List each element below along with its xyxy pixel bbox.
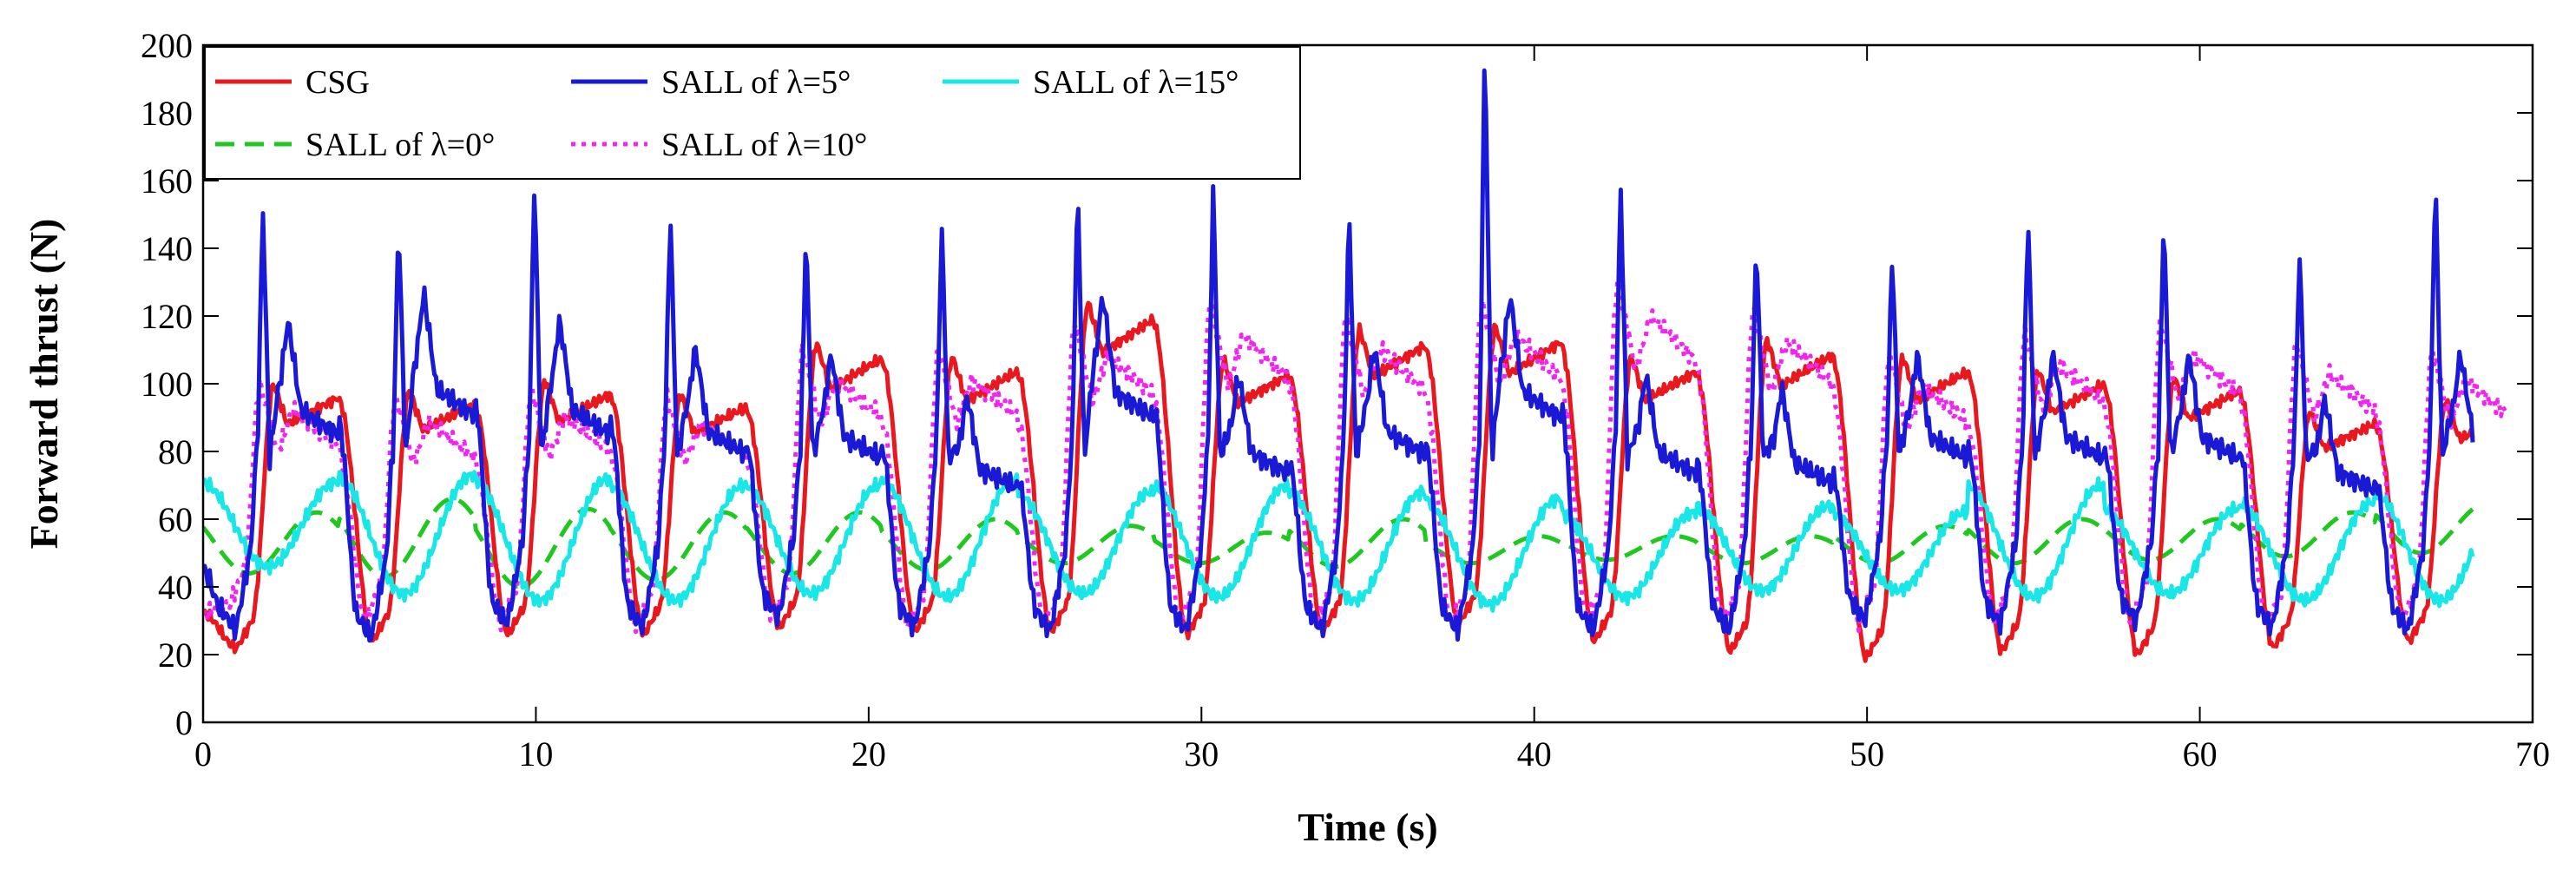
- legend-label-sall-0: SALL of λ=0°: [306, 127, 495, 163]
- legend-box: [204, 46, 1301, 180]
- x-axis-title: Time (s): [1298, 805, 1437, 849]
- x-tick-label: 60: [2183, 734, 2218, 774]
- legend-label-sall-5: SALL of λ=5°: [661, 64, 851, 101]
- y-tick-label: 160: [141, 161, 193, 201]
- y-tick-label: 20: [158, 636, 193, 675]
- y-tick-label: 120: [141, 297, 193, 336]
- y-tick-label: 180: [141, 94, 193, 133]
- y-axis-title: Forward thrust (N): [22, 219, 66, 550]
- x-tick-label: 30: [1184, 734, 1219, 774]
- series-line-sall-15: [203, 470, 2475, 613]
- series-line-sall-5: [203, 68, 2475, 643]
- y-tick-label: 60: [158, 500, 193, 539]
- legend-label-csg: CSG: [306, 64, 370, 101]
- x-tick-label: 50: [1850, 734, 1884, 774]
- x-tick-label: 0: [194, 734, 212, 774]
- x-tick-label: 20: [851, 734, 886, 774]
- y-tick-label: 200: [141, 26, 193, 65]
- legend-label-sall-15: SALL of λ=15°: [1033, 64, 1239, 101]
- y-tick-label: 80: [158, 432, 193, 471]
- x-tick-label: 10: [518, 734, 553, 774]
- y-tick-label: 40: [158, 568, 193, 607]
- x-tick-label: 70: [2515, 734, 2550, 774]
- series-layer: [203, 68, 2508, 663]
- tick-layer: 0 10 20 30 40 50 60 70 0 20 40 60 80 100 120 140 160 180 2…: [141, 26, 2550, 774]
- series-line-csg: [203, 300, 2475, 663]
- y-tick-label: 0: [175, 703, 193, 742]
- x-tick-label: 40: [1517, 734, 1552, 774]
- y-tick-label: 100: [141, 365, 193, 404]
- y-tick-label: 140: [141, 229, 193, 268]
- legend: CSG SALL of λ=5° SALL of λ=15° SALL of λ…: [204, 46, 1301, 180]
- legend-label-sall-10: SALL of λ=10°: [661, 127, 867, 163]
